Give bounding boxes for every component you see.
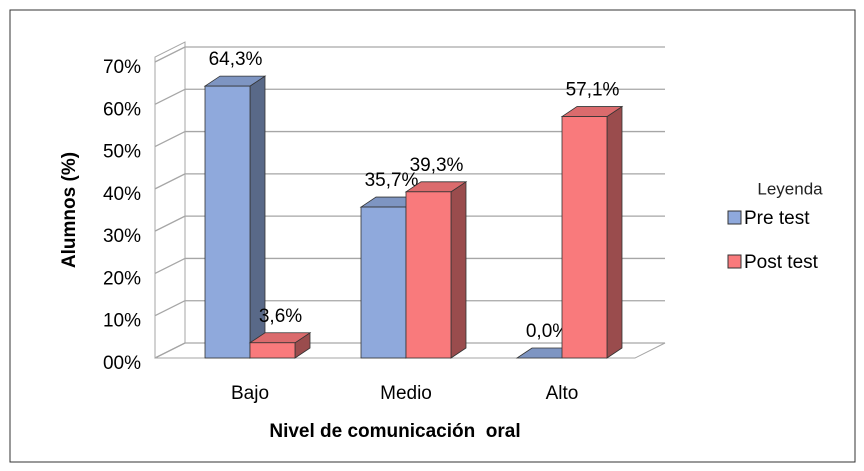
y-tick-label: 40% xyxy=(103,184,141,205)
bar xyxy=(204,85,251,359)
grid-line xyxy=(154,46,186,63)
data-label: 64,3% xyxy=(209,49,263,70)
data-label: 35,7% xyxy=(365,170,419,191)
x-axis-label: Nivel de comunicación oral xyxy=(269,421,520,442)
bar-side xyxy=(606,105,623,359)
x-tick-label: Medio xyxy=(380,383,432,404)
y-axis-label: Alumnos (%) xyxy=(59,152,80,268)
legend-title: Leyenda xyxy=(757,179,823,198)
x-tick-label: Bajo xyxy=(231,383,269,404)
grid-line xyxy=(154,88,186,105)
y-tick-label: 60% xyxy=(103,99,141,120)
legend-label: Post test xyxy=(744,252,819,273)
y-tick-label: 70% xyxy=(103,57,141,78)
grid-line xyxy=(154,215,186,232)
grid-line xyxy=(154,342,186,359)
bar xyxy=(561,116,608,359)
bar xyxy=(360,206,407,359)
grid-line xyxy=(154,130,186,148)
legend-swatch xyxy=(727,254,742,269)
bar xyxy=(405,191,452,359)
data-label: 3,6% xyxy=(259,306,302,327)
grid-line xyxy=(154,173,186,190)
y-tick-label: 00% xyxy=(103,353,141,374)
grid-line xyxy=(154,257,186,275)
x-tick-label: Alto xyxy=(546,383,579,404)
data-label: 39,3% xyxy=(410,155,464,176)
legend-swatch xyxy=(727,210,742,225)
data-label: 57,1% xyxy=(566,80,620,101)
side-wall xyxy=(154,41,186,359)
bar xyxy=(249,342,296,359)
y-tick-label: 50% xyxy=(103,142,141,163)
legend-label: Pre test xyxy=(744,208,810,229)
y-tick-label: 30% xyxy=(103,226,141,247)
data-label: 0,0% xyxy=(526,321,569,342)
y-tick-label: 20% xyxy=(103,268,141,289)
y-tick-label: 10% xyxy=(103,311,141,332)
grid-line xyxy=(154,300,186,317)
bar-side xyxy=(450,181,467,359)
